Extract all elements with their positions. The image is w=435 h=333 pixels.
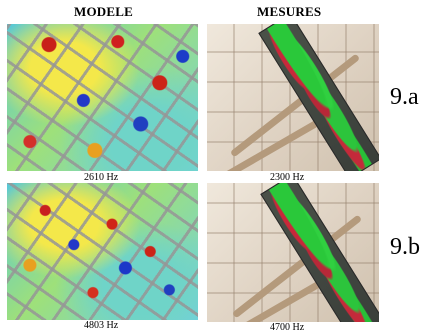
header-modele: MODELE — [74, 4, 133, 19]
figure-label-9a: 9.a — [390, 84, 419, 110]
figure-label-9b: 9.b — [390, 234, 420, 260]
measure-frequency-9b: 4700 Hz — [270, 322, 305, 333]
header-mesures: MESURES — [257, 4, 322, 19]
model-image-9b — [7, 183, 198, 320]
measurement-strip — [260, 183, 379, 322]
model-image-9a — [7, 24, 198, 171]
model-frequency-9b: 4803 Hz — [84, 320, 119, 331]
measure-image-9b — [207, 183, 379, 322]
measure-frequency-9a: 2300 Hz — [270, 172, 305, 183]
measure-image-9a — [207, 24, 379, 171]
model-frequency-9a: 2610 Hz — [84, 172, 119, 183]
